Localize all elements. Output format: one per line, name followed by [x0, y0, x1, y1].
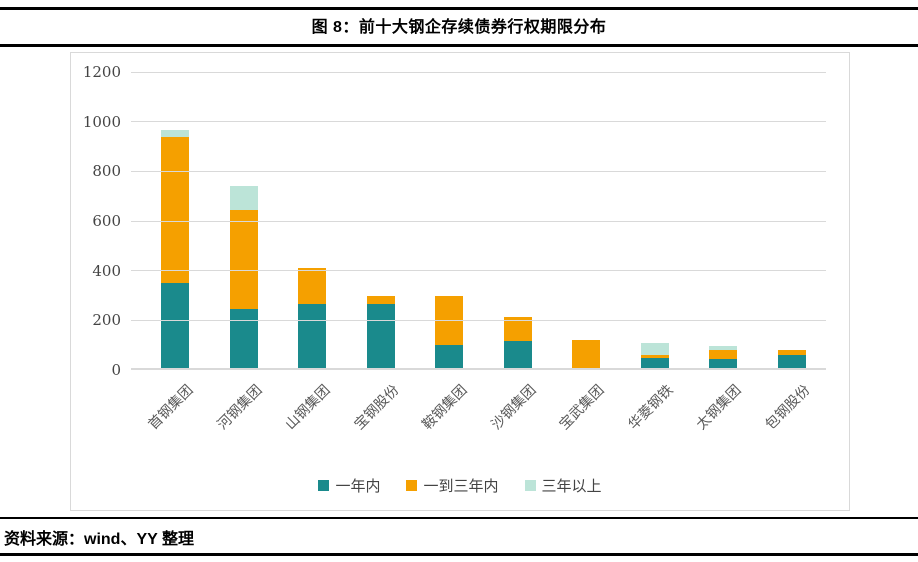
bar-stack-3: [298, 268, 327, 370]
page-title: 图 8：前十大钢企存续债券行权期限分布: [311, 19, 607, 36]
legend-swatch-icon: [318, 480, 330, 491]
gridline: [131, 319, 826, 321]
bar-segment-1-to-3y: [161, 136, 190, 284]
bar-segment-within-1y: [640, 357, 669, 370]
y-tick-label: 1200: [82, 63, 121, 81]
bar-segment-1-to-3y: [366, 295, 395, 305]
bar-segment-over-3y: [229, 186, 258, 210]
legend-item-over-3y: 三年以上: [524, 475, 602, 496]
legend-swatch-icon: [524, 480, 536, 491]
y-tick-label: 600: [92, 212, 121, 230]
bar-segment-within-1y: [366, 304, 395, 370]
bar-segment-1-to-3y: [640, 355, 669, 358]
bar-segment-within-1y: [298, 304, 327, 370]
legend-label: 三年以上: [541, 477, 602, 495]
bar-stack-4: [366, 295, 395, 370]
bars-row: [141, 72, 826, 370]
y-tick-label: 400: [92, 261, 121, 280]
bar-segment-1-to-3y: [298, 268, 327, 305]
legend-label: 一到三年内: [423, 477, 499, 495]
legend-swatch-icon: [406, 480, 418, 491]
bar-segment-within-1y: [709, 358, 738, 370]
y-tick-label: 1000: [82, 112, 121, 131]
bar-segment-1-to-3y: [777, 350, 806, 356]
bar-segment-within-1y: [777, 355, 806, 370]
bar-segment-1-to-3y: [229, 209, 258, 310]
top-divider: [0, 7, 918, 10]
legend-item-within-1y: 一年内: [318, 475, 380, 496]
y-tick-label: 200: [92, 311, 121, 330]
bar-stack-1: [161, 130, 190, 370]
title-divider: [0, 44, 918, 47]
bar-segment-over-3y: [161, 130, 190, 137]
bar-segment-over-3y: [709, 346, 738, 351]
legend-label: 一年内: [335, 477, 381, 495]
gridline: [131, 368, 826, 370]
bar-segment-within-1y: [229, 309, 258, 370]
bar-stack-10: [777, 350, 806, 370]
bar-segment-1-to-3y: [572, 340, 601, 370]
chart-panel: 首钢集团 河钢集团 山钢集团 宝钢股份 鞍钢集团 沙钢集团 宝武集团 华菱钢铁 太钢集团 包钢股份…: [70, 52, 850, 511]
bottom-divider: [0, 553, 918, 556]
bar-stack-8: [640, 342, 669, 370]
bar-stack-2: [229, 186, 258, 370]
bar-segment-1-to-3y: [709, 350, 738, 359]
bar-segment-within-1y: [503, 341, 532, 370]
gridline: [131, 220, 826, 222]
source-note: 资料来源：wind、YY 整理: [4, 531, 194, 548]
y-tick-label: 800: [92, 162, 121, 181]
chart-legend: 一年内 一到三年内 三年以上: [71, 475, 849, 496]
bar-segment-within-1y: [161, 283, 190, 370]
gridline: [131, 121, 826, 123]
bar-stack-9: [709, 346, 738, 370]
bar-segment-over-3y: [640, 342, 669, 356]
bar-stack-6: [503, 316, 532, 370]
gridline: [131, 71, 826, 73]
bar-segment-within-1y: [435, 345, 464, 370]
bar-stack-7: [572, 340, 601, 370]
gridline: [131, 270, 826, 272]
legend-item-1-to-3y: 一到三年内: [406, 475, 499, 496]
bar-stack-5: [435, 295, 464, 370]
y-tick-label: 0: [111, 361, 121, 379]
plot-area: 首钢集团 河钢集团 山钢集团 宝钢股份 鞍钢集团 沙钢集团 宝武集团 华菱钢铁 太钢集团 包钢股份…: [83, 63, 826, 433]
source-divider-top: [0, 517, 918, 519]
gridline: [131, 170, 826, 172]
